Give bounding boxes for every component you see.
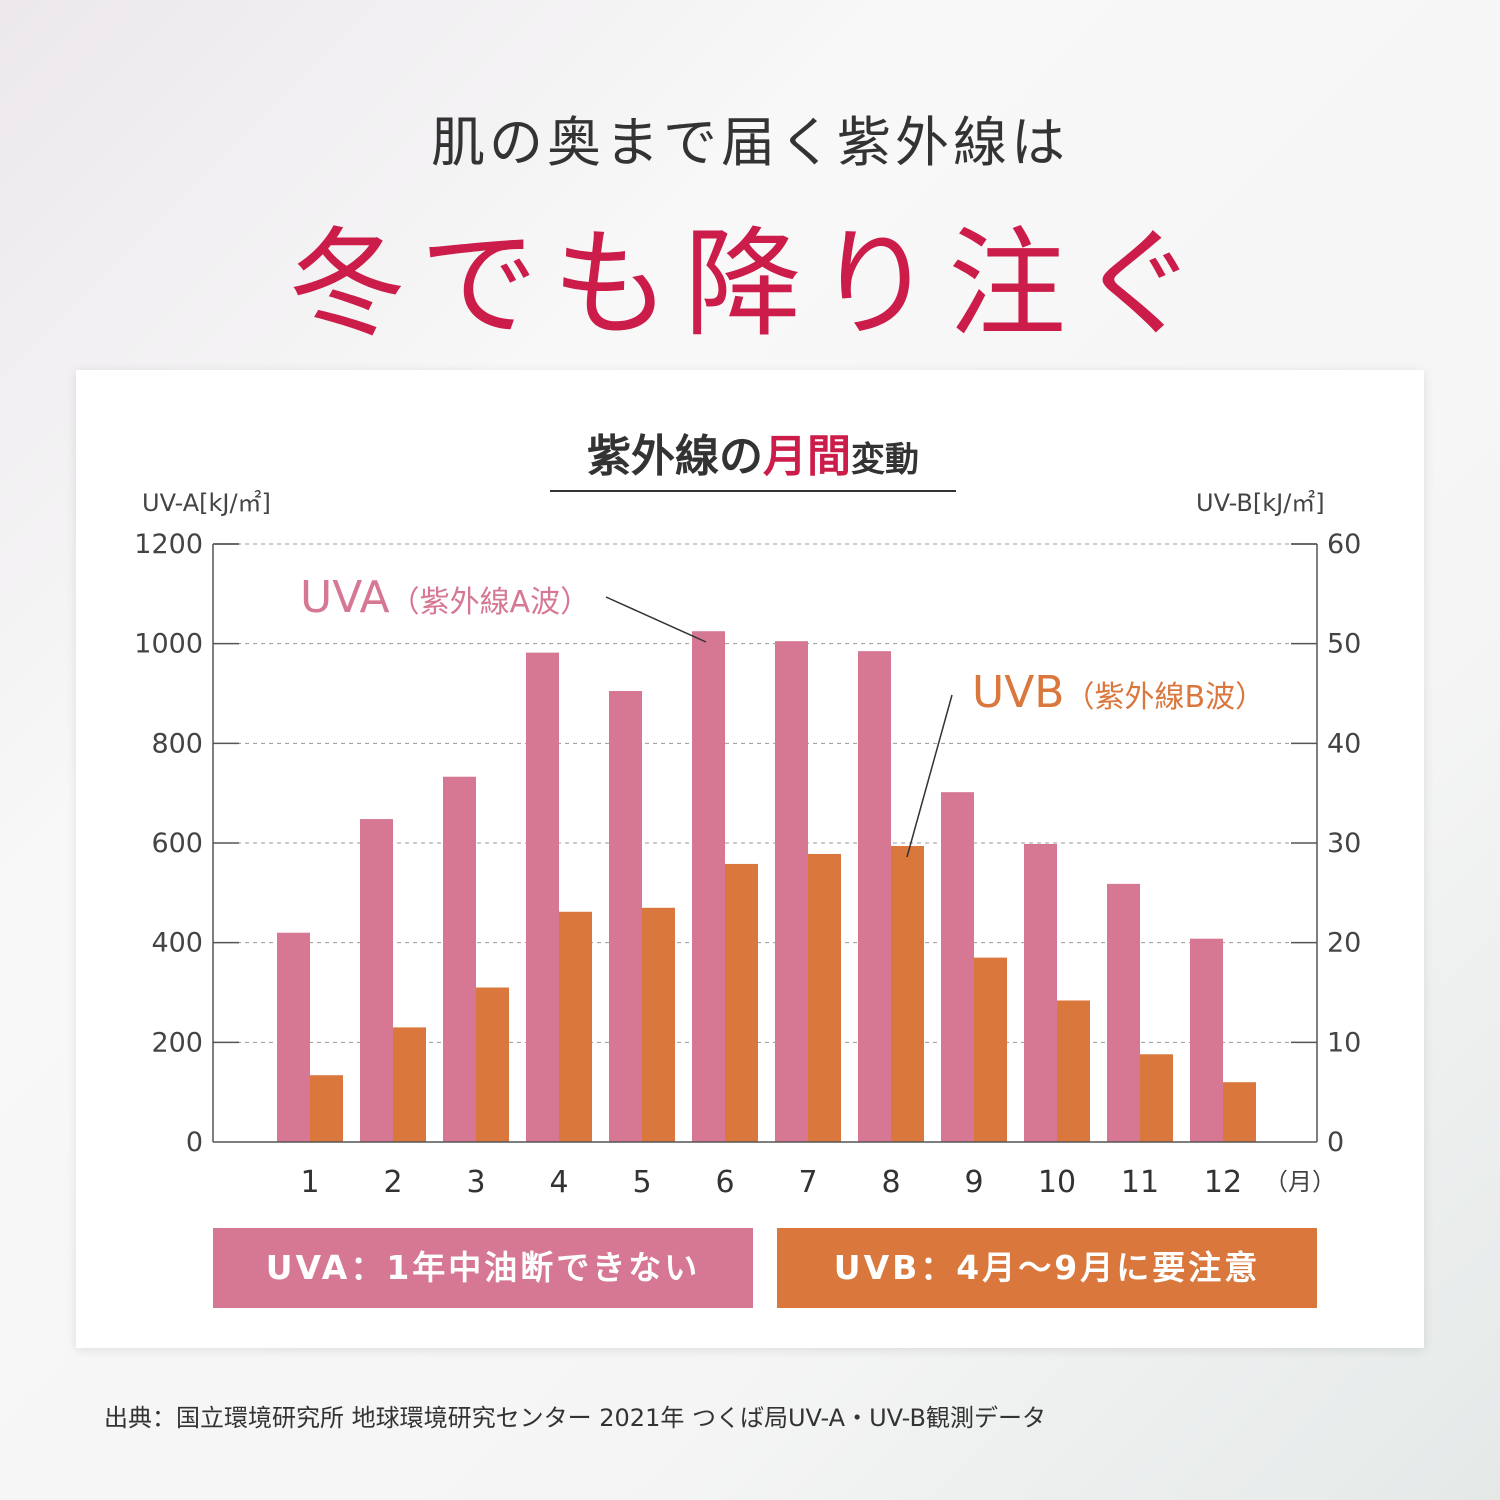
chart-title: 紫外線の月間変動	[550, 420, 956, 492]
x-tick-label: 9	[964, 1165, 983, 1200]
x-tick-label: 2	[383, 1165, 402, 1200]
uvb-annotation: UVB（紫外線B波）	[972, 667, 1265, 718]
x-axis-unit: （月）	[1264, 1168, 1336, 1196]
x-tick-label: 3	[466, 1165, 485, 1200]
chart-title-part1: 紫外線の	[587, 431, 763, 482]
uva-bar	[858, 651, 891, 1142]
uvb-bar	[974, 957, 1007, 1142]
x-tick-label: 11	[1121, 1165, 1159, 1200]
uva-bar	[277, 932, 310, 1142]
uvb-bar	[393, 1027, 426, 1142]
uvb-bar	[476, 987, 509, 1142]
source-note: 出典：国立環境研究所 地球環境研究センター 2021年 つくば局UV-A・UV-…	[104, 1404, 1046, 1432]
right-tick-label: 20	[1327, 928, 1361, 959]
headline-line1: 肌の奥まで届く紫外線は	[431, 111, 1069, 174]
right-tick-label: 0	[1327, 1127, 1344, 1158]
right-tick-label: 10	[1327, 1027, 1361, 1058]
uvb-bar	[310, 1075, 343, 1142]
uva-bar	[1190, 938, 1223, 1142]
x-tick-label: 5	[632, 1165, 651, 1200]
x-tick-label: 8	[881, 1165, 900, 1200]
right-tick-label: 60	[1327, 529, 1361, 560]
uva-summary-band: UVA：1年中油断できない	[213, 1228, 753, 1308]
uva-bar	[360, 819, 393, 1142]
chart-title-part2: 変動	[851, 440, 919, 480]
left-axis-label: UV-A[kJ/㎡]	[142, 489, 271, 517]
uva-bar	[775, 641, 808, 1142]
x-tick-label: 7	[798, 1165, 817, 1200]
uva-bar	[526, 652, 559, 1142]
uva-bar	[609, 691, 642, 1142]
right-tick-label: 30	[1327, 828, 1361, 859]
uva-annotation-main: UVA	[300, 572, 390, 623]
right-tick-label: 40	[1327, 728, 1361, 759]
uvb-annotation-sub: （紫外線B波）	[1065, 680, 1266, 715]
left-tick-label: 600	[151, 828, 203, 859]
left-tick-label: 1000	[134, 629, 203, 660]
uvb-bar	[891, 845, 924, 1142]
uvb-bar	[559, 911, 592, 1142]
left-tick-label: 200	[151, 1027, 203, 1058]
left-tick-label: 0	[186, 1127, 203, 1158]
x-tick-label: 6	[715, 1165, 734, 1200]
uva-leader-line	[605, 596, 707, 643]
uvb-annotation-main: UVB	[972, 667, 1065, 718]
x-tick-label: 10	[1038, 1165, 1076, 1200]
x-tick-label: 1	[300, 1165, 319, 1200]
right-axis-label: UV-B[kJ/㎡]	[1196, 489, 1325, 517]
uva-bar	[1024, 843, 1057, 1142]
uvb-bar	[808, 853, 841, 1142]
chart-title-accent: 月間	[763, 431, 851, 482]
x-tick-label: 4	[549, 1165, 568, 1200]
uvb-bar	[725, 863, 758, 1142]
uva-bar	[941, 792, 974, 1142]
uvb-summary-band: UVB：4月〜9月に要注意	[777, 1228, 1317, 1308]
uvb-bar	[1223, 1082, 1256, 1142]
left-tick-label: 800	[151, 728, 203, 759]
uva-bar	[1107, 883, 1140, 1142]
left-tick-label: 1200	[134, 529, 203, 560]
x-tick-label: 12	[1204, 1165, 1242, 1200]
uva-bar	[692, 631, 725, 1142]
uva-annotation-sub: （紫外線A波）	[390, 585, 591, 620]
left-tick-label: 400	[151, 928, 203, 959]
right-tick-label: 50	[1327, 629, 1361, 660]
uva-bar	[443, 776, 476, 1142]
uvb-bar	[642, 907, 675, 1142]
chart-card	[76, 370, 1424, 1348]
uva-annotation: UVA（紫外線A波）	[300, 572, 590, 623]
uvb-bar	[1057, 1000, 1090, 1142]
uvb-bar	[1140, 1054, 1173, 1142]
headline-line2: 冬でも降り注ぐ	[287, 215, 1212, 353]
uvb-leader-line	[906, 694, 953, 858]
